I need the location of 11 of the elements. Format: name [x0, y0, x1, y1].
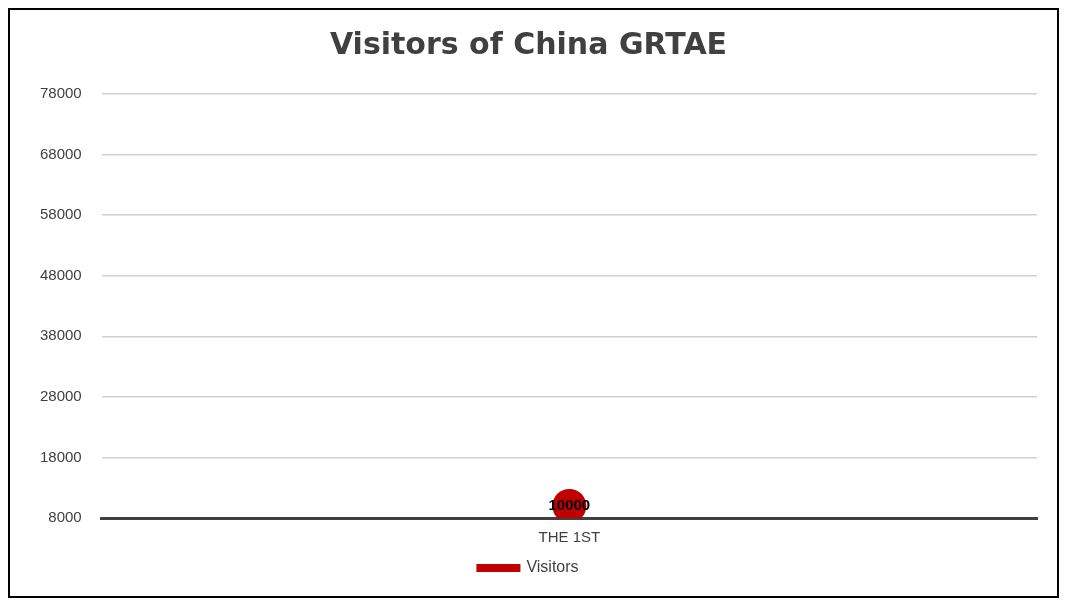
- chart-title: Visitors of China GRTAE: [329, 25, 728, 61]
- y-tick-label: 68000: [39, 144, 82, 162]
- y-tick-label: 58000: [39, 205, 82, 223]
- y-tick-label: 8000: [48, 508, 82, 526]
- legend-label: Visitors: [526, 558, 579, 576]
- y-tick-label: 18000: [39, 447, 82, 465]
- y-tick-label: 28000: [39, 387, 82, 404]
- y-tick-label: 78000: [39, 84, 82, 102]
- y-tick-label: 48000: [39, 265, 82, 283]
- y-tick-label: 38000: [39, 326, 82, 344]
- x-tick-label: THE 1ST: [538, 528, 601, 546]
